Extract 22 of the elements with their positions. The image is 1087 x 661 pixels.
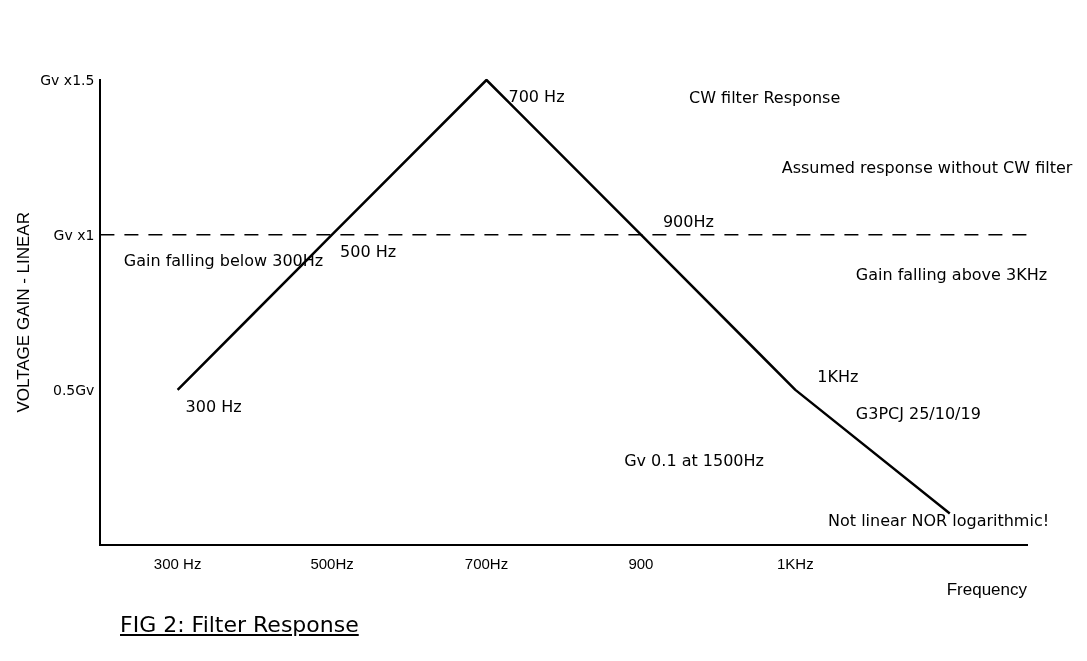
text: Gv x1 bbox=[53, 226, 95, 243]
x-tick-label: 700Hz bbox=[464, 554, 509, 572]
x-tick-label: 1KHz bbox=[777, 554, 814, 572]
annotation: G3PCJ 25/10/19 bbox=[855, 404, 981, 424]
annotation: 900Hz bbox=[662, 211, 714, 231]
text: FIG 2: Filter Response bbox=[120, 612, 359, 637]
x-axis-title: Frequency bbox=[946, 580, 1028, 600]
annotation: Gain falling above 3KHz bbox=[855, 264, 1048, 284]
text: Gv x1.5 bbox=[40, 72, 95, 88]
text: 0.5Gv bbox=[52, 381, 95, 398]
annotation: 500 Hz bbox=[340, 241, 397, 261]
annotation: Gv 0.1 at 1500Hz bbox=[624, 450, 764, 470]
annotation: Not linear NOR logarithmic! bbox=[828, 511, 1050, 531]
annotation: 300 Hz bbox=[185, 396, 242, 416]
annotation: 700 Hz bbox=[508, 87, 565, 106]
annotation: Assumed response without CW filter bbox=[781, 157, 1073, 177]
x-tick-label: 300 Hz bbox=[153, 554, 202, 572]
x-tick-label: 900 bbox=[628, 554, 654, 572]
x-tick-label: 500Hz bbox=[310, 554, 354, 572]
y-axis-title: VOLTAGE GAIN - LINEAR bbox=[13, 212, 33, 413]
annotation: CW filter Response bbox=[689, 88, 841, 108]
annotation: 1KHz bbox=[817, 366, 859, 386]
